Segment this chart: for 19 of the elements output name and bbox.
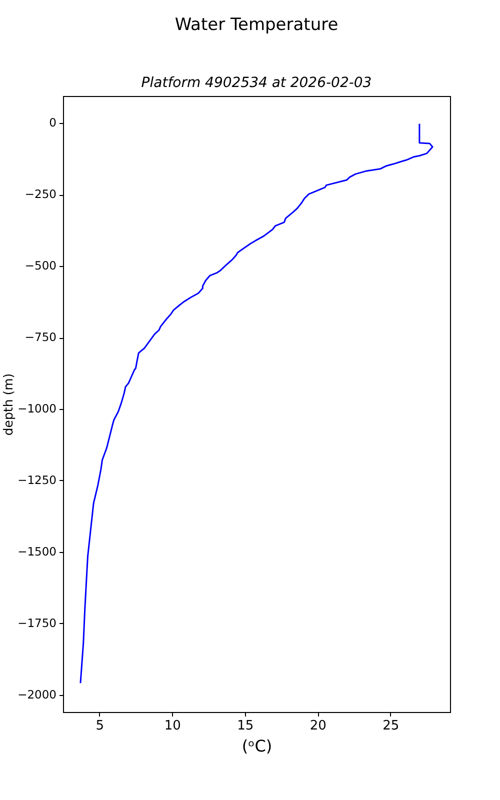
- chart-subtitle: Platform 4902534 at 2026-02-03: [141, 75, 372, 91]
- x-tick-label: 5: [96, 718, 104, 734]
- y-tick-label: −1250: [18, 472, 56, 487]
- y-tick-label: 0: [49, 116, 56, 130]
- y-tick-label: −500: [24, 258, 56, 273]
- x-axis-title: (ᵒC): [242, 736, 272, 756]
- y-tick-label: −750: [24, 330, 56, 344]
- line-series: [80, 122, 434, 684]
- y-tick-label: −1750: [18, 616, 56, 630]
- x-tick-label: 20: [310, 718, 326, 734]
- y-tick-label: −1000: [18, 402, 56, 416]
- x-tick-label: 25: [382, 718, 400, 734]
- x-tick-label: 15: [237, 718, 254, 734]
- y-tick-label: −2000: [18, 687, 56, 702]
- y-tick-label: −250: [24, 187, 56, 202]
- chart-title: Water Temperature: [174, 15, 338, 35]
- y-axis-title: depth (m): [0, 373, 16, 436]
- x-tick-label: 10: [164, 718, 181, 734]
- y-tick-label: −1500: [18, 544, 56, 558]
